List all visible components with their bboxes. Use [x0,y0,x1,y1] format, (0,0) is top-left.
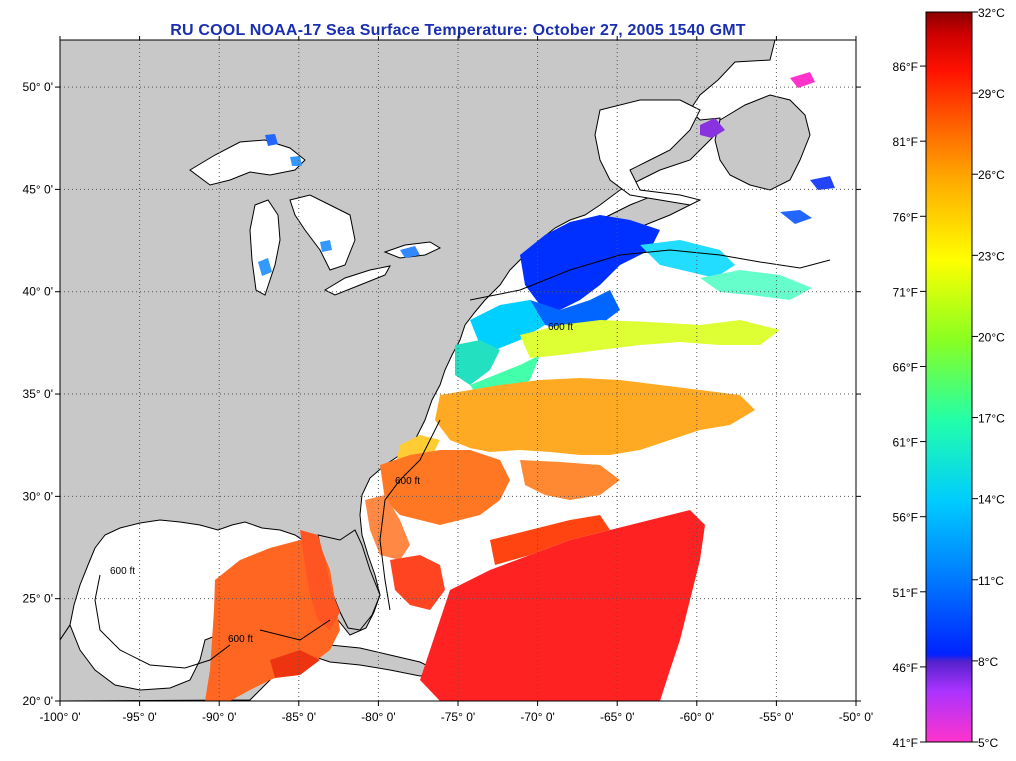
lon-tick-label: -90° 0' [202,710,236,724]
sst-data-layer [205,72,835,701]
celsius-label: 32°C [978,6,1005,20]
lon-tick-label: -70° 0' [520,710,554,724]
lat-tick-label: 30° 0' [23,489,53,503]
lat-tick-label: 50° 0' [23,80,53,94]
celsius-label: 29°C [978,87,1005,101]
map-title: RU COOL NOAA-17 Sea Surface Temperature:… [170,22,746,39]
colorbar [925,11,973,743]
graticule [60,40,856,701]
lat-tick-label: 20° 0' [23,694,53,708]
longitude-labels: -100° 0' -95° 0' -90° 0' -85° 0' -80° 0' -75°… [39,36,873,724]
celsius-label: 11°C [978,574,1004,588]
fahrenheit-label: 81°F [893,135,918,149]
fahrenheit-label: 56°F [893,511,918,525]
latitude-labels: 20° 0' 25° 0' 30° 0' 35° 0' 40° 0' 45° 0' 50° … [23,80,861,708]
fahrenheit-label: 66°F [893,360,918,374]
celsius-label: 14°C [978,493,1005,507]
colorbar-labels: 32°C 29°C 26°C 23°C 20°C 17°C 14°C 11°C 8°C 5°C 86… [893,6,1006,750]
fahrenheit-label: 46°F [893,661,918,675]
lat-tick-label: 40° 0' [23,285,53,299]
lon-tick-label: -60° 0' [680,710,714,724]
contour-label: 600 ft [228,634,253,645]
newfoundland-land [714,94,811,191]
contour-label: 600 ft [110,566,135,577]
celsius-label: 23°C [978,249,1005,263]
celsius-label: 8°C [978,655,998,669]
fahrenheit-label: 76°F [893,210,918,224]
celsius-label: 20°C [978,330,1005,344]
lake-michigan [249,199,281,296]
fahrenheit-label: 71°F [893,285,918,299]
lon-tick-label: -55° 0' [759,710,793,724]
lon-tick-label: -80° 0' [361,710,395,724]
lake-huron [289,194,356,271]
fahrenheit-label: 61°F [893,436,918,450]
fahrenheit-label: 86°F [893,60,918,74]
lon-tick-label: -95° 0' [122,710,156,724]
contour-label: 600 ft [395,476,420,487]
lake-erie [323,265,391,296]
contour-label: 600 ft [548,322,573,333]
lon-tick-label: -100° 0' [39,710,80,724]
celsius-label: 17°C [978,412,1005,426]
lon-tick-label: -75° 0' [441,710,475,724]
lon-tick-label: -50° 0' [839,710,873,724]
bathymetry-contours [94,249,831,669]
fahrenheit-label: 51°F [893,586,918,600]
celsius-label: 26°C [978,168,1005,182]
lon-tick-label: -65° 0' [600,710,634,724]
lat-tick-label: 25° 0' [23,592,53,606]
lon-tick-label: -85° 0' [282,710,316,724]
celsius-label: 5°C [978,736,998,750]
fahrenheit-label: 41°F [893,736,918,750]
lat-tick-label: 45° 0' [23,182,53,196]
lat-tick-label: 35° 0' [23,387,53,401]
